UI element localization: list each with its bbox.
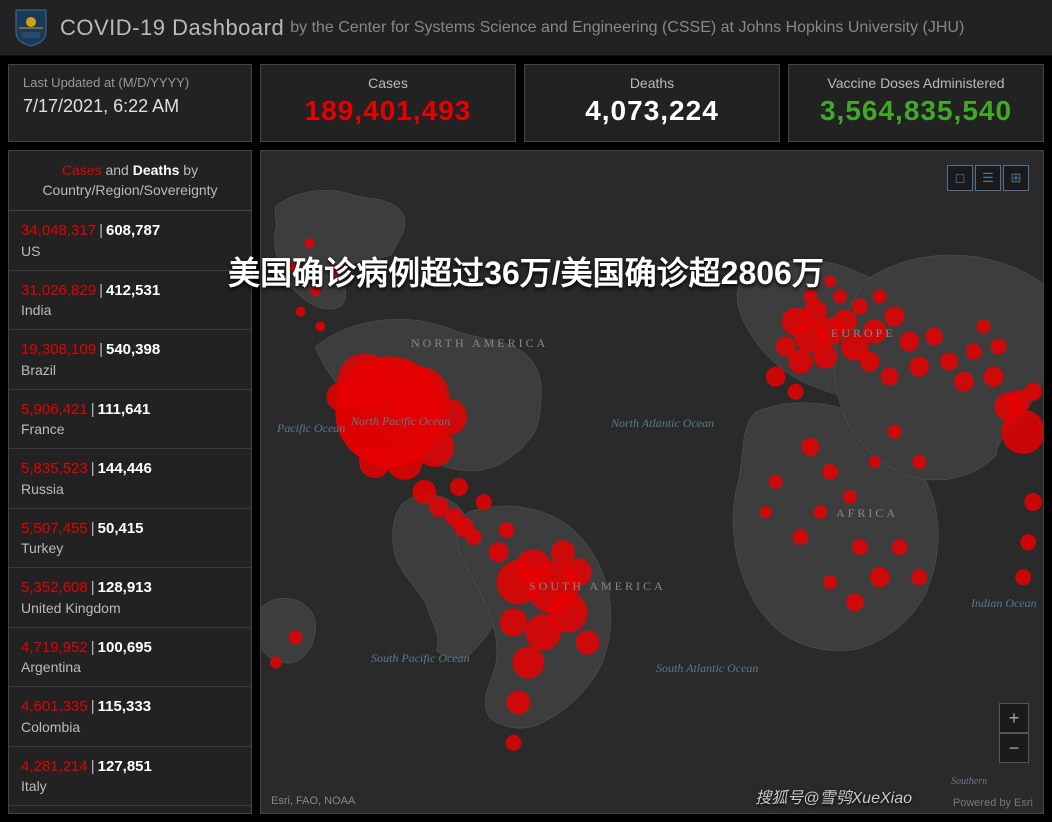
map-attribution: Esri, FAO, NOAA [271,795,355,807]
overlay-text: 美国确诊病例超过36万/美国确诊超2806万 [228,248,824,294]
row-name: France [21,420,239,439]
deaths-value: 4,073,224 [539,95,765,127]
zoom-in-button[interactable]: + [999,703,1029,733]
row-name: United Kingdom [21,599,239,618]
label-natl: North Atlantic Ocean [611,416,714,430]
map-powered: Powered by Esri [953,797,1033,809]
row-cases: 4,281,214 [21,758,88,775]
row-cases: 5,352,608 [21,579,88,596]
row-deaths: 111,641 [98,401,151,418]
zoom-controls: + − [999,703,1029,763]
row-name: Brazil [21,361,239,380]
row-name: Russia [21,480,239,499]
watermark: 搜狐号@雪鸮XueXiao [755,784,912,808]
label-europe: EUROPE [831,326,896,340]
vaccines-card: Vaccine Doses Administered 3,564,835,540 [788,64,1044,142]
row-cases: 5,507,455 [21,520,88,537]
label-indian: Indian Ocean [971,596,1037,610]
label-sa: SOUTH AMERICA [529,579,666,593]
header: COVID-19 Dashboard by the Center for Sys… [0,0,1052,56]
row-cases: 31,026,829 [21,282,96,299]
row-deaths: 127,851 [98,758,152,775]
country-row[interactable]: 31,026,829|412,531India [9,271,251,330]
sidebar-header-cases: Cases [62,162,102,178]
row-deaths: 128,913 [98,579,152,596]
row-deaths: 115,333 [98,698,151,715]
zoom-out-button[interactable]: − [999,733,1029,763]
row-name: Turkey [21,539,239,558]
label-satl: South Atlantic Ocean [656,661,758,675]
sidebar: Cases and Deaths by Country/Region/Sover… [8,150,252,814]
country-row[interactable]: 4,719,952|100,695Argentina [9,628,251,687]
sidebar-header: Cases and Deaths by Country/Region/Sover… [9,151,251,211]
timestamp-value: 7/17/2021, 6:22 AM [23,96,237,117]
country-row[interactable]: 19,308,109|540,398Brazil [9,330,251,389]
row-deaths: 412,531 [106,282,160,299]
country-row[interactable]: 5,507,455|50,415Turkey [9,509,251,568]
deaths-card: Deaths 4,073,224 [524,64,780,142]
sidebar-header-line2: Country/Region/Sovereignty [42,182,217,198]
label-pac: Pacific Ocean [277,421,345,435]
sidebar-header-by: by [179,162,198,178]
country-list[interactable]: 34,048,317|608,787US31,026,829|412,531In… [9,211,251,813]
row-cases: 4,601,335 [21,698,88,715]
sidebar-header-and: and [102,162,133,178]
timestamp-card: Last Updated at (M/D/YYYY) 7/17/2021, 6:… [8,64,252,142]
row-name: Colombia [21,718,239,737]
row-deaths: 540,398 [106,341,160,358]
vaccines-label: Vaccine Doses Administered [803,75,1029,91]
country-row[interactable]: 5,835,523|144,446Russia [9,449,251,508]
country-row[interactable]: 4,100,222|81,096Spain [9,806,251,813]
row-name: India [21,301,239,320]
row-deaths: 50,415 [98,520,144,537]
row-cases: 4,719,952 [21,639,88,656]
country-row[interactable]: 4,281,214|127,851Italy [9,747,251,806]
row-cases: 34,048,317 [21,222,96,239]
label-africa: AFRICA [836,506,898,520]
country-row[interactable]: 5,906,421|111,641France [9,390,251,449]
cases-card: Cases 189,401,493 [260,64,516,142]
basemap-icon[interactable]: ⊞ [1003,165,1029,191]
row-deaths: 608,787 [106,222,160,239]
row-deaths: 100,695 [98,639,152,656]
dashboard-title: COVID-19 Dashboard [60,15,284,41]
country-row[interactable]: 34,048,317|608,787US [9,211,251,270]
country-row[interactable]: 5,352,608|128,913United Kingdom [9,568,251,627]
label-npac: North Pacific Ocean [351,414,450,428]
label-southern: Southern [951,776,987,788]
row-cases: 5,835,523 [21,460,88,477]
timestamp-label: Last Updated at (M/D/YYYY) [23,75,237,90]
cases-label: Cases [275,75,501,91]
map-tools: ◻ ☰ ⊞ [947,165,1029,191]
row-cases: 5,906,421 [21,401,88,418]
label-na: NORTH AMERICA [411,336,548,350]
row-name: Italy [21,777,239,796]
label-spac: South Pacific Ocean [371,651,470,665]
vaccines-value: 3,564,835,540 [803,95,1029,127]
sidebar-header-deaths: Deaths [133,162,180,178]
cases-value: 189,401,493 [275,95,501,127]
row-cases: 19,308,109 [21,341,96,358]
jhu-shield-icon [14,8,48,48]
bookmark-icon[interactable]: ◻ [947,165,973,191]
dashboard-subtitle: by the Center for Systems Science and En… [290,19,964,37]
row-name: US [21,242,239,261]
legend-icon[interactable]: ☰ [975,165,1001,191]
deaths-label: Deaths [539,75,765,91]
stats-row: Last Updated at (M/D/YYYY) 7/17/2021, 6:… [0,56,1052,150]
row-deaths: 144,446 [98,460,152,477]
country-row[interactable]: 4,601,335|115,333Colombia [9,687,251,746]
row-name: Argentina [21,658,239,677]
